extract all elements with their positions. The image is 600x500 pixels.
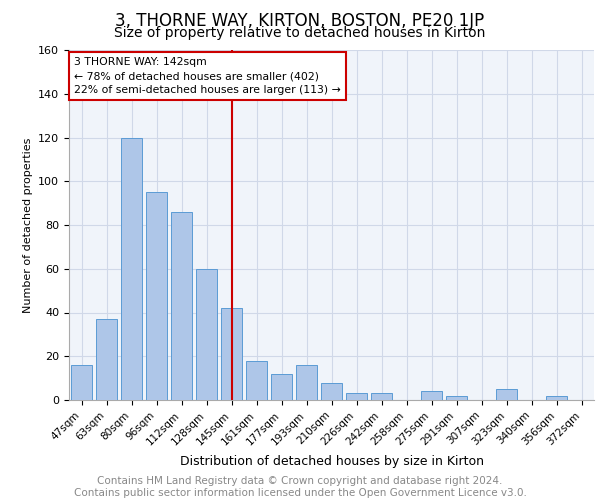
- Bar: [121, 138, 142, 400]
- Bar: [71, 365, 92, 400]
- Bar: [146, 192, 167, 400]
- Bar: [196, 269, 217, 400]
- Text: 3 THORNE WAY: 142sqm
← 78% of detached houses are smaller (402)
22% of semi-deta: 3 THORNE WAY: 142sqm ← 78% of detached h…: [74, 57, 341, 95]
- Bar: [421, 391, 442, 400]
- Bar: [546, 396, 567, 400]
- Y-axis label: Number of detached properties: Number of detached properties: [23, 138, 32, 312]
- Bar: [446, 396, 467, 400]
- Bar: [496, 389, 517, 400]
- Bar: [321, 382, 342, 400]
- Bar: [221, 308, 242, 400]
- Bar: [246, 360, 267, 400]
- Bar: [346, 394, 367, 400]
- Text: Size of property relative to detached houses in Kirton: Size of property relative to detached ho…: [115, 26, 485, 40]
- Bar: [171, 212, 192, 400]
- Text: Contains HM Land Registry data © Crown copyright and database right 2024.
Contai: Contains HM Land Registry data © Crown c…: [74, 476, 526, 498]
- Bar: [96, 319, 117, 400]
- Bar: [371, 394, 392, 400]
- Bar: [271, 374, 292, 400]
- Bar: [296, 365, 317, 400]
- X-axis label: Distribution of detached houses by size in Kirton: Distribution of detached houses by size …: [179, 455, 484, 468]
- Text: 3, THORNE WAY, KIRTON, BOSTON, PE20 1JP: 3, THORNE WAY, KIRTON, BOSTON, PE20 1JP: [115, 12, 485, 30]
